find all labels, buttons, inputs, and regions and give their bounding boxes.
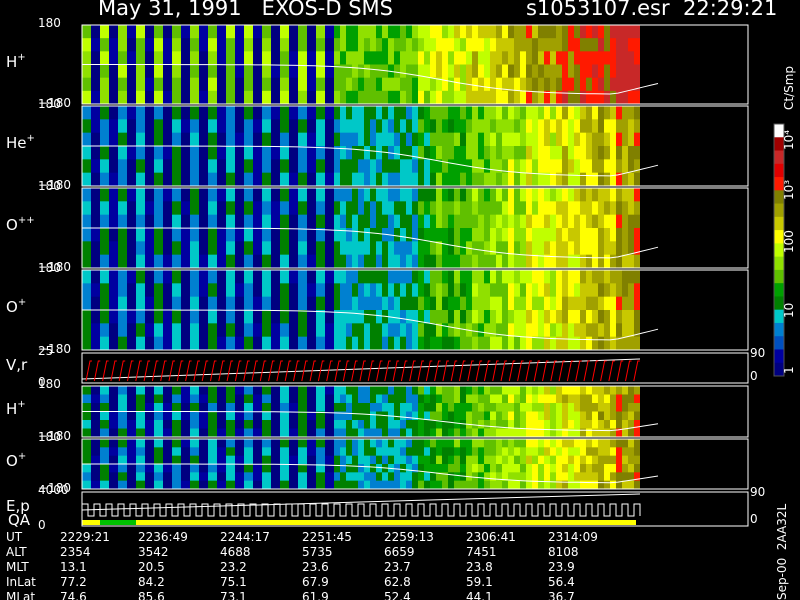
- axis-value-mlt: 20.5: [138, 560, 165, 574]
- axis-value-inlat: 67.9: [302, 575, 329, 589]
- axis-value-ut: 2251:45: [302, 530, 352, 544]
- axis-value-inlat: 62.8: [384, 575, 411, 589]
- axis-value-mlt: 23.7: [384, 560, 411, 574]
- y-tick-bottom: 0: [38, 518, 46, 532]
- colorbar: [773, 123, 785, 377]
- y-tick-top: 180: [38, 97, 61, 111]
- axis-row-name-mlat: MLat: [6, 590, 36, 600]
- axis-value-inlat: 77.2: [60, 575, 87, 589]
- panel-o-plusplus: [81, 187, 749, 269]
- right-tick-top: 90: [750, 485, 766, 499]
- axis-value-mlt: 23.9: [548, 560, 575, 574]
- axis-value-inlat: 56.4: [548, 575, 575, 589]
- axis-value-mlat: 36.7: [548, 590, 575, 600]
- y-tick-bottom: −180: [38, 96, 71, 110]
- panel-label-h-plus-2: H+: [6, 398, 26, 418]
- colorbar-tick: 10: [782, 302, 796, 318]
- axis-value-mlt: 13.1: [60, 560, 87, 574]
- panel-label-o-plus: O+: [6, 297, 27, 316]
- panel-label-o-plusplus: O++: [6, 215, 35, 234]
- panel-label-superscript: +: [17, 398, 26, 410]
- panel-h-plus-2: [81, 385, 749, 438]
- colorbar-tick: 10⁴: [782, 129, 796, 150]
- y-tick-top: 180: [38, 377, 61, 391]
- y-tick-top: 180: [38, 179, 61, 193]
- axis-value-alt: 8108: [548, 545, 579, 559]
- axis-value-inlat: 84.2: [138, 575, 165, 589]
- axis-value-alt: 4688: [220, 545, 251, 559]
- plot-title: May 31, 1991 EXOS-D SMS: [98, 0, 394, 20]
- y-tick-top: 180: [38, 430, 61, 444]
- y-tick-bottom: −180: [38, 178, 71, 192]
- axis-value-ut: 2314:09: [548, 530, 598, 544]
- panel-label-o-plus-2: O+: [6, 451, 27, 470]
- axis-value-alt: 2354: [60, 545, 91, 559]
- right-tick-bottom: 0: [750, 512, 758, 526]
- y-tick-bottom: −180: [38, 429, 71, 443]
- axis-row-name-alt: ALT: [6, 545, 27, 559]
- panel-ep-qa: [81, 491, 749, 527]
- y-tick-bottom: −180: [38, 481, 71, 495]
- panel-label-h-plus: H+: [6, 51, 26, 71]
- panel-o-plus-2: [81, 438, 749, 490]
- axis-value-mlat: 73.1: [220, 590, 247, 600]
- axis-row-name-mlt: MLT: [6, 560, 29, 574]
- axis-value-mlt: 23.2: [220, 560, 247, 574]
- panel-label-superscript: +: [17, 51, 26, 63]
- right-tick-bottom: 0: [750, 369, 758, 383]
- axis-value-inlat: 59.1: [466, 575, 493, 589]
- panel-label-vr: V,r: [6, 356, 28, 374]
- axis-value-alt: 7451: [466, 545, 497, 559]
- axis-value-mlat: 61.9: [302, 590, 329, 600]
- colorbar-unit: Ct/Smp: [782, 65, 796, 110]
- y-tick-bottom: −180: [38, 260, 71, 274]
- axis-row-name-inlat: InLat: [6, 575, 36, 589]
- panel-label-superscript: ++: [17, 215, 35, 226]
- panel-label-qa: QA: [8, 511, 31, 529]
- right-tick-top: 90: [750, 346, 766, 360]
- axis-value-ut: 2306:41: [466, 530, 516, 544]
- axis-value-alt: 5735: [302, 545, 333, 559]
- colorbar-tick: 100: [782, 230, 796, 253]
- panel-label-he-plus: He+: [6, 133, 35, 152]
- axis-value-mlat: 74.6: [60, 590, 87, 600]
- axis-value-mlt: 23.8: [466, 560, 493, 574]
- colorbar-tick: 1: [782, 366, 796, 374]
- side-label: Sep-00 2AA32L: [775, 503, 789, 600]
- y-tick-top: 4000: [38, 483, 69, 497]
- panel-h-plus: [81, 24, 749, 105]
- axis-value-alt: 6659: [384, 545, 415, 559]
- panel-he-plus: [81, 105, 749, 187]
- y-tick-bottom: −180: [38, 342, 71, 356]
- panel-label-ep-qa: E,p: [6, 497, 30, 515]
- axis-value-mlat: 52.4: [384, 590, 411, 600]
- panel-label-superscript: +: [26, 133, 35, 144]
- axis-value-mlat: 44.1: [466, 590, 493, 600]
- colorbar-tick: 10³: [782, 179, 796, 200]
- axis-value-inlat: 75.1: [220, 575, 247, 589]
- file-and-time: s1053107.esr 22:29:21: [526, 0, 778, 20]
- y-tick-top: 180: [38, 261, 61, 275]
- axis-row-name-ut: UT: [6, 530, 23, 544]
- panel-o-plus: [81, 269, 749, 351]
- panel-label-superscript: +: [17, 451, 27, 462]
- axis-value-mlat: 85.6: [138, 590, 165, 600]
- y-tick-top: 25: [38, 344, 54, 358]
- panel-label-superscript: +: [17, 297, 27, 308]
- panel-vr: [81, 352, 749, 384]
- axis-value-ut: 2244:17: [220, 530, 270, 544]
- axis-value-alt: 3542: [138, 545, 169, 559]
- y-tick-bottom: 0: [38, 375, 46, 389]
- y-tick-top: 180: [38, 16, 61, 30]
- axis-value-ut: 2259:13: [384, 530, 434, 544]
- axis-value-ut: 2229:21: [60, 530, 110, 544]
- axis-value-mlt: 23.6: [302, 560, 329, 574]
- axis-value-ut: 2236:49: [138, 530, 188, 544]
